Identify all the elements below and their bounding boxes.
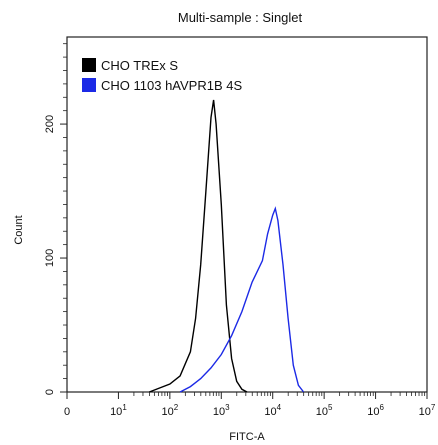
legend-label: CHO 1103 hAVPR1B 4S (101, 78, 242, 93)
legend-label: CHO TREx S (101, 58, 178, 73)
x-tick-label: 102 (162, 403, 179, 418)
chart-title: Multi-sample : Singlet (178, 10, 303, 25)
y-axis-label: Count (13, 215, 25, 244)
series-line-0 (149, 99, 248, 393)
axis-ticks (60, 43, 428, 399)
x-tick-labels: 0 101 102 103 104 105 106 107 (64, 403, 436, 418)
x-tick-label: 105 (316, 403, 333, 418)
legend-swatch (82, 58, 96, 72)
x-tick-label: 107 (419, 403, 436, 418)
series-lines (149, 99, 305, 393)
y-tick-label: 200 (44, 115, 56, 133)
series-line-1 (179, 206, 305, 393)
x-tick-label: 0 (64, 406, 70, 418)
x-axis-label: FITC-A (229, 431, 265, 443)
x-tick-label: 104 (264, 403, 281, 418)
y-tick-label: 100 (44, 249, 56, 267)
legend-swatch (82, 78, 96, 92)
x-tick-label: 106 (367, 403, 384, 418)
x-tick-label: 101 (110, 403, 127, 418)
y-tick-labels: 0 100 200 (44, 115, 56, 395)
y-tick-label: 0 (44, 389, 56, 395)
x-tick-label: 103 (213, 403, 230, 418)
legend: CHO TREx S CHO 1103 hAVPR1B 4S (82, 58, 242, 93)
